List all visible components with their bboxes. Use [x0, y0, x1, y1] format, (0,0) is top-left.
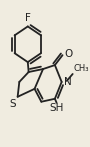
Text: S: S [9, 99, 16, 109]
Text: CH₃: CH₃ [74, 64, 89, 73]
Text: O: O [64, 49, 72, 59]
Text: N: N [64, 77, 72, 87]
Text: F: F [25, 14, 31, 24]
Text: SH: SH [49, 103, 64, 113]
